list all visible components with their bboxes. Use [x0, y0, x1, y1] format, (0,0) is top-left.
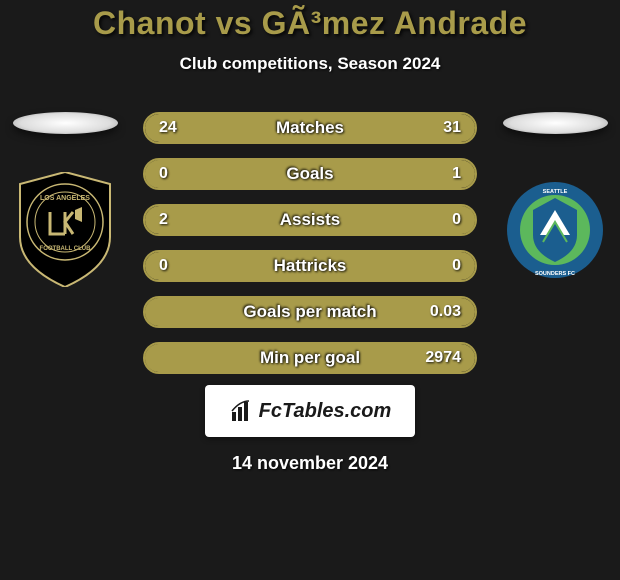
left-platform	[13, 112, 118, 134]
comparison-widget: Chanot vs GÃ³mez Andrade Club competitio…	[0, 0, 620, 580]
stat-bar-min-per-goal: 2974Min per goal	[143, 342, 477, 374]
stat-bar-assists: 20Assists	[143, 204, 477, 236]
svg-text:SEATTLE: SEATTLE	[543, 189, 568, 195]
brand-label: FcTables.com	[259, 400, 392, 423]
stat-bar-matches: 2431Matches	[143, 112, 477, 144]
stat-bar-goals: 01Goals	[143, 158, 477, 190]
sounders-badge-icon: SEATTLE SOUNDERS FC	[505, 180, 605, 280]
left-team-column: LOS ANGELES FOOTBALL CLUB	[10, 112, 120, 287]
date-text: 14 november 2024	[232, 453, 388, 474]
page-title: Chanot vs GÃ³mez Andrade	[93, 5, 527, 42]
lafc-badge-icon: LOS ANGELES FOOTBALL CLUB	[15, 172, 115, 287]
stat-label: Goals	[145, 164, 475, 184]
svg-text:LOS ANGELES: LOS ANGELES	[40, 195, 90, 202]
stat-label: Matches	[145, 118, 475, 138]
stat-bar-goals-per-match: 0.03Goals per match	[143, 296, 477, 328]
right-team-column: SEATTLE SOUNDERS FC	[500, 112, 610, 287]
stat-label: Assists	[145, 210, 475, 230]
right-platform	[503, 112, 608, 134]
stat-label: Hattricks	[145, 256, 475, 276]
brand-logo-icon	[229, 398, 255, 424]
stat-label: Goals per match	[145, 302, 475, 322]
left-team-badge[interactable]: LOS ANGELES FOOTBALL CLUB	[15, 172, 115, 287]
stat-label: Min per goal	[145, 348, 475, 368]
svg-text:SOUNDERS FC: SOUNDERS FC	[535, 271, 575, 277]
brand-box[interactable]: FcTables.com	[205, 385, 415, 437]
content-row: LOS ANGELES FOOTBALL CLUB 2431Matches 01G…	[0, 112, 620, 374]
right-team-badge[interactable]: SEATTLE SOUNDERS FC	[505, 172, 605, 287]
stats-column: 2431Matches 01Goals 20Assists 00Hattricks 0.…	[120, 112, 500, 374]
svg-text:FOOTBALL CLUB: FOOTBALL CLUB	[40, 246, 92, 252]
stat-bar-hattricks: 00Hattricks	[143, 250, 477, 282]
page-subtitle: Club competitions, Season 2024	[180, 54, 441, 74]
